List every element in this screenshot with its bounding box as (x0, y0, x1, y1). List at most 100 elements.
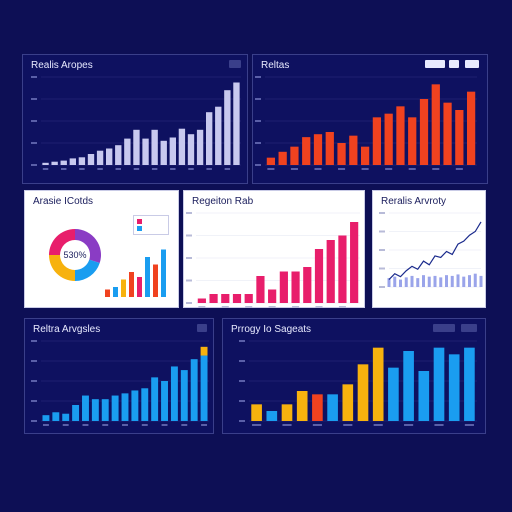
bar (190, 359, 198, 421)
panel-menu-button[interactable] (197, 324, 207, 332)
tick-label (239, 340, 245, 342)
tick-label (31, 76, 37, 78)
bar (266, 411, 278, 421)
x-tick-label (252, 424, 262, 426)
bar (133, 129, 140, 165)
pie-slice (49, 229, 75, 255)
bar (445, 275, 448, 287)
x-tick-label (122, 424, 128, 426)
chart-p5 (379, 212, 483, 288)
panel-filter-button[interactable] (425, 60, 445, 68)
bar (151, 129, 158, 165)
tick-label (186, 302, 192, 304)
x-tick-label (267, 168, 275, 170)
bar (151, 377, 159, 421)
chart-p3: 530% (49, 229, 166, 297)
tick-label (255, 142, 261, 144)
bar (422, 275, 425, 287)
pie-center-label: 530% (63, 250, 86, 260)
panel-reltra-arvgsles: Reltra Arvgsles (24, 318, 214, 434)
panel-filter-button[interactable] (433, 324, 455, 332)
x-tick-label (161, 424, 168, 426)
chart-p6 (31, 340, 209, 426)
bar (372, 347, 384, 421)
bar (244, 294, 253, 303)
bar (281, 404, 293, 421)
x-tick-label (62, 424, 69, 426)
x-tick-label (201, 424, 208, 426)
bar (291, 271, 300, 303)
x-tick-label (151, 168, 158, 170)
bar (455, 110, 464, 165)
panel-title: Realis Aropes (31, 60, 93, 71)
panel-menu-button[interactable] (229, 60, 241, 68)
bar (464, 347, 475, 421)
bar (224, 90, 231, 165)
bar (302, 137, 311, 165)
bar (439, 277, 443, 287)
bar (221, 294, 230, 303)
panel-settings-button[interactable] (449, 60, 459, 68)
x-tick-label (338, 168, 346, 170)
bar (296, 391, 308, 421)
bar (268, 289, 277, 303)
x-tick-label (408, 168, 416, 170)
tick-label (255, 120, 261, 122)
bar (384, 113, 393, 165)
bar (137, 277, 142, 297)
tick-label (31, 400, 37, 402)
panel-reralis-arvroty: Reralis Arvroty (372, 190, 486, 308)
legend-item (137, 225, 165, 232)
bar (418, 371, 430, 421)
bar (431, 84, 440, 165)
bar (404, 277, 408, 287)
bar (215, 106, 222, 165)
bar (87, 154, 95, 165)
panel-menu-button[interactable] (461, 324, 477, 332)
x-tick-label (198, 306, 206, 308)
bar (196, 129, 204, 165)
bar (360, 146, 370, 165)
bar (42, 162, 49, 165)
bar (456, 274, 460, 287)
tick-label (255, 98, 261, 100)
x-tick-label (82, 424, 89, 426)
tick-label (255, 76, 261, 78)
panel-menu-button[interactable] (465, 60, 479, 68)
bar (403, 351, 414, 421)
x-tick-label (170, 168, 176, 170)
x-tick-label (290, 168, 298, 170)
panel-reltas: Reltas (252, 54, 488, 184)
bar (169, 137, 176, 165)
panel-title: Prrogy Io Sageats (231, 324, 312, 335)
bar (200, 355, 208, 421)
panel-title: Arasie ICotds (33, 196, 94, 207)
bar (349, 135, 358, 165)
panel-title: Reltas (261, 60, 290, 71)
legend (133, 215, 169, 235)
bar (206, 112, 213, 165)
bar (72, 405, 80, 421)
bar (338, 235, 347, 303)
panel-realis-aropes: Realis Aropes (22, 54, 248, 184)
bar (187, 134, 195, 165)
bar (314, 249, 324, 303)
chart-p7 (239, 340, 477, 426)
panel-title: Reralis Arvroty (381, 196, 447, 207)
bar (419, 99, 429, 165)
bar (178, 128, 186, 165)
bar (113, 287, 118, 297)
x-tick-label (464, 424, 474, 426)
bar-segment (200, 346, 208, 356)
panel-regeiton-rab: Regeiton Rab (183, 190, 365, 308)
x-tick-label (181, 424, 188, 426)
chart-p4 (186, 212, 360, 308)
bar (256, 276, 265, 303)
bar (427, 276, 431, 287)
bar (91, 399, 99, 421)
bar (141, 388, 149, 421)
pie-slice (49, 255, 75, 281)
x-tick-label (224, 168, 231, 170)
bar (209, 294, 218, 303)
x-tick-label (42, 168, 49, 170)
